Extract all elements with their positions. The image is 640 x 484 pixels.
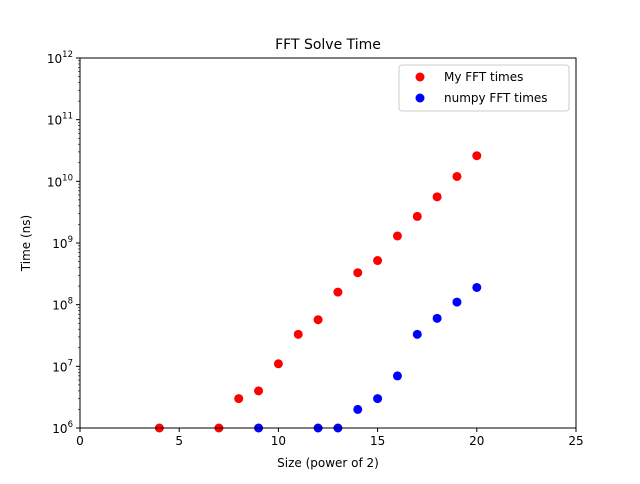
data-point-numpy-fft-times bbox=[452, 297, 462, 307]
y-axis-label: Time (ns) bbox=[19, 215, 33, 272]
data-point-numpy-fft-times bbox=[353, 404, 363, 414]
data-point-my-fft-times bbox=[313, 315, 323, 325]
x-axis: 0 5 10 15 20 25 bbox=[76, 428, 584, 448]
legend-label-numpy-fft: numpy FFT times bbox=[444, 91, 548, 105]
data-point-my-fft-times bbox=[273, 359, 283, 369]
legend-box bbox=[398, 64, 570, 112]
legend-marker-my-fft bbox=[415, 72, 425, 82]
points-layer bbox=[154, 151, 482, 433]
data-point-my-fft-times bbox=[353, 268, 363, 278]
legend: My FFT times numpy FFT times bbox=[398, 64, 570, 112]
x-tick-label: 25 bbox=[568, 434, 583, 448]
data-point-my-fft-times bbox=[234, 394, 244, 404]
data-point-my-fft-times bbox=[432, 192, 442, 202]
x-tick-label: 0 bbox=[76, 434, 84, 448]
data-point-my-fft-times bbox=[472, 151, 482, 161]
data-point-numpy-fft-times bbox=[472, 282, 482, 292]
x-tick-label: 10 bbox=[271, 434, 286, 448]
chart-title: FFT Solve Time bbox=[275, 37, 381, 53]
legend-marker-numpy-fft bbox=[415, 93, 425, 103]
data-point-my-fft-times bbox=[333, 287, 343, 297]
x-tick-label: 20 bbox=[469, 434, 484, 448]
data-point-my-fft-times bbox=[293, 329, 303, 339]
data-point-my-fft-times bbox=[412, 211, 422, 221]
data-point-numpy-fft-times bbox=[412, 329, 422, 339]
legend-label-my-fft: My FFT times bbox=[444, 70, 523, 84]
x-tick-label: 15 bbox=[370, 434, 385, 448]
data-point-my-fft-times bbox=[373, 256, 383, 266]
data-point-my-fft-times bbox=[452, 171, 462, 181]
data-point-numpy-fft-times bbox=[432, 313, 442, 323]
x-axis-label: Size (power of 2) bbox=[277, 456, 379, 470]
data-point-my-fft-times bbox=[254, 386, 264, 396]
data-point-my-fft-times bbox=[392, 231, 402, 241]
x-tick-label: 5 bbox=[175, 434, 183, 448]
data-point-numpy-fft-times bbox=[392, 371, 402, 381]
data-point-numpy-fft-times bbox=[373, 394, 383, 404]
